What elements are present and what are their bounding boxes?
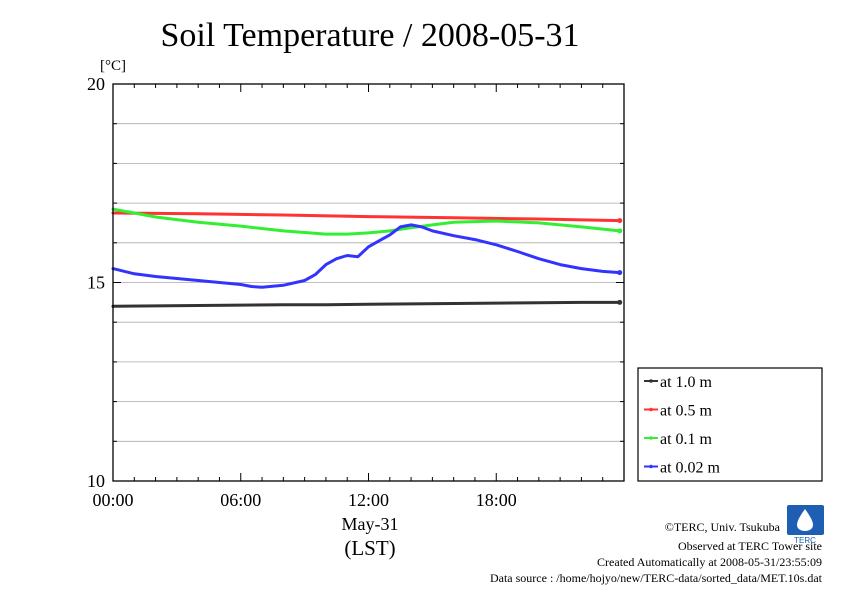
- legend-label: at 0.02 m: [660, 460, 721, 477]
- x-tick-label: 18:00: [476, 490, 517, 510]
- legend-label: at 0.5 m: [660, 403, 713, 420]
- terc-logo: TERC: [787, 505, 824, 545]
- legend: at 1.0 m at 0.5 m at 0.1 m at 0.02 m: [644, 374, 721, 477]
- x-axis-timezone-label: (LST): [344, 536, 395, 560]
- x-ticks: 00:00 06:00 12:00 18:00: [92, 84, 625, 510]
- legend-label: at 0.1 m: [660, 431, 713, 448]
- y-tick-label: 15: [87, 273, 105, 293]
- series-line-2: [111, 207, 622, 236]
- legend-label: at 1.0 m: [660, 374, 713, 391]
- series-line-1: [111, 211, 622, 223]
- series-end-marker-3: [617, 270, 623, 276]
- series-line-3: [111, 223, 622, 289]
- x-axis-date-label: May-31: [342, 514, 399, 534]
- series-end-marker-1: [617, 218, 623, 224]
- logo-text: TERC: [794, 536, 816, 545]
- x-tick-label: 00:00: [92, 490, 133, 510]
- x-tick-label: 06:00: [220, 490, 261, 510]
- x-tick-label: 12:00: [348, 490, 389, 510]
- series-line-0: [111, 300, 622, 308]
- legend-swatch-dot: [649, 407, 653, 412]
- grid-lines: [113, 123, 624, 442]
- series-end-marker-0: [617, 299, 623, 305]
- credit-copyright: ©TERC, Univ. Tsukuba: [665, 520, 781, 534]
- series-lines: [111, 207, 623, 308]
- legend-box: [637, 367, 823, 482]
- series-end-marker-2: [617, 228, 623, 234]
- y-axis-unit: [°C]: [100, 58, 126, 74]
- y-tick-label: 10: [87, 471, 105, 491]
- y-tick-label: 20: [87, 74, 105, 94]
- chart-title: Soil Temperature / 2008-05-31: [160, 17, 579, 54]
- legend-swatch-dot: [649, 464, 653, 469]
- credit-created: Created Automatically at 2008-05-31/23:5…: [597, 555, 822, 569]
- legend-swatch-dot: [649, 436, 653, 440]
- credit-data-source: Data source : /home/hojyo/new/TERC-data/…: [490, 571, 823, 585]
- legend-swatch-dot: [649, 379, 653, 383]
- credit-site: Observed at TERC Tower site: [678, 539, 822, 553]
- y-ticks: 10 15 20: [87, 74, 624, 491]
